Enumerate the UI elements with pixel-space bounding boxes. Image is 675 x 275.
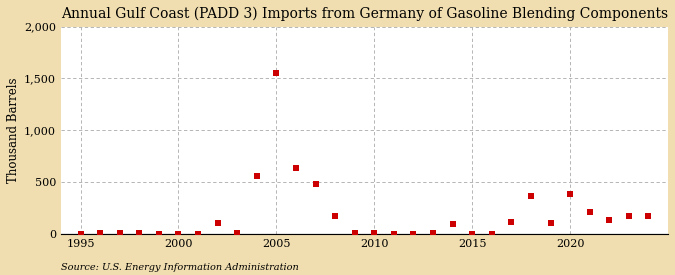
Point bbox=[604, 218, 615, 222]
Point bbox=[389, 232, 400, 236]
Point bbox=[75, 232, 86, 236]
Title: Annual Gulf Coast (PADD 3) Imports from Germany of Gasoline Blending Components: Annual Gulf Coast (PADD 3) Imports from … bbox=[61, 7, 668, 21]
Point bbox=[173, 232, 184, 236]
Point bbox=[506, 219, 517, 224]
Point bbox=[428, 231, 439, 235]
Point bbox=[448, 221, 458, 226]
Point bbox=[153, 232, 164, 236]
Point bbox=[212, 221, 223, 225]
Point bbox=[114, 231, 125, 236]
Point bbox=[232, 231, 242, 235]
Point bbox=[192, 232, 203, 236]
Point bbox=[643, 214, 654, 219]
Point bbox=[526, 194, 537, 198]
Point bbox=[310, 182, 321, 186]
Point bbox=[408, 232, 419, 236]
Text: Source: U.S. Energy Information Administration: Source: U.S. Energy Information Administ… bbox=[61, 263, 298, 272]
Point bbox=[251, 174, 262, 178]
Point bbox=[545, 221, 556, 225]
Point bbox=[290, 166, 301, 170]
Point bbox=[565, 191, 576, 196]
Point bbox=[487, 232, 497, 236]
Point bbox=[95, 231, 105, 236]
Point bbox=[585, 210, 595, 214]
Point bbox=[330, 214, 341, 219]
Y-axis label: Thousand Barrels: Thousand Barrels bbox=[7, 78, 20, 183]
Point bbox=[624, 214, 634, 219]
Point bbox=[369, 231, 380, 236]
Point bbox=[271, 71, 281, 75]
Point bbox=[350, 231, 360, 236]
Point bbox=[467, 232, 478, 236]
Point bbox=[134, 231, 144, 236]
